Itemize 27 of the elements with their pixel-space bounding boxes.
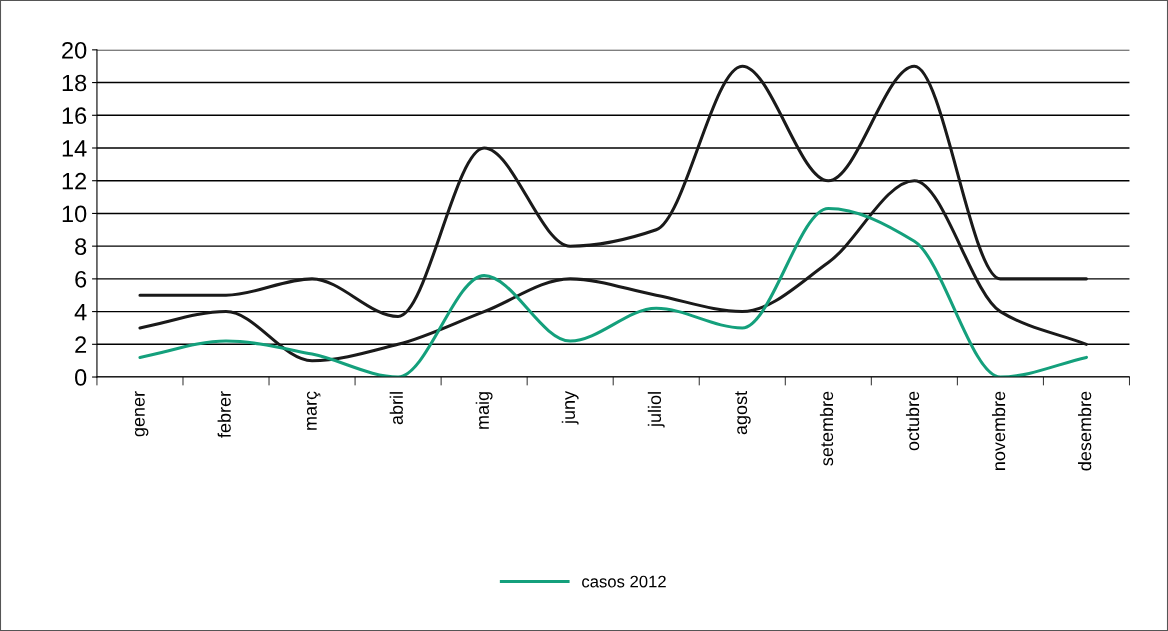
x-tick-label: juny	[561, 390, 579, 425]
x-tick-label: gener	[134, 391, 149, 437]
x-tick-label: març	[306, 391, 321, 430]
line-series	[138, 179, 1088, 363]
y-tick-label: 6	[75, 270, 87, 288]
x-tick-label: novembre	[991, 391, 1006, 470]
x-tick-label: juliol	[647, 392, 665, 428]
x-tick-label: maig	[475, 392, 493, 429]
y-tick-label: 2	[75, 336, 87, 353]
x-tick-label: setembre	[819, 391, 834, 466]
y-tick-label: 20	[62, 41, 87, 59]
y-tick-label: 12	[62, 172, 87, 190]
y-tick-label: 14	[62, 140, 87, 157]
y-tick-label: 16	[62, 107, 87, 125]
x-tick-label: abril	[389, 392, 403, 425]
y-tick-label: 18	[62, 74, 87, 92]
x-tick-label: agost	[735, 391, 751, 435]
line-series	[138, 64, 1088, 319]
x-tick-label: febrer	[217, 391, 231, 438]
legend-label: casos 2012	[582, 575, 666, 588]
x-tick-label: desembre	[1078, 391, 1092, 471]
y-tick-label: 4	[74, 303, 87, 321]
x-tick-label: octubre	[905, 391, 920, 451]
y-tick-label: 0	[75, 369, 87, 386]
line-series	[138, 207, 1088, 378]
y-tick-label: 8	[75, 238, 87, 255]
y-tick-label: 10	[62, 205, 87, 223]
